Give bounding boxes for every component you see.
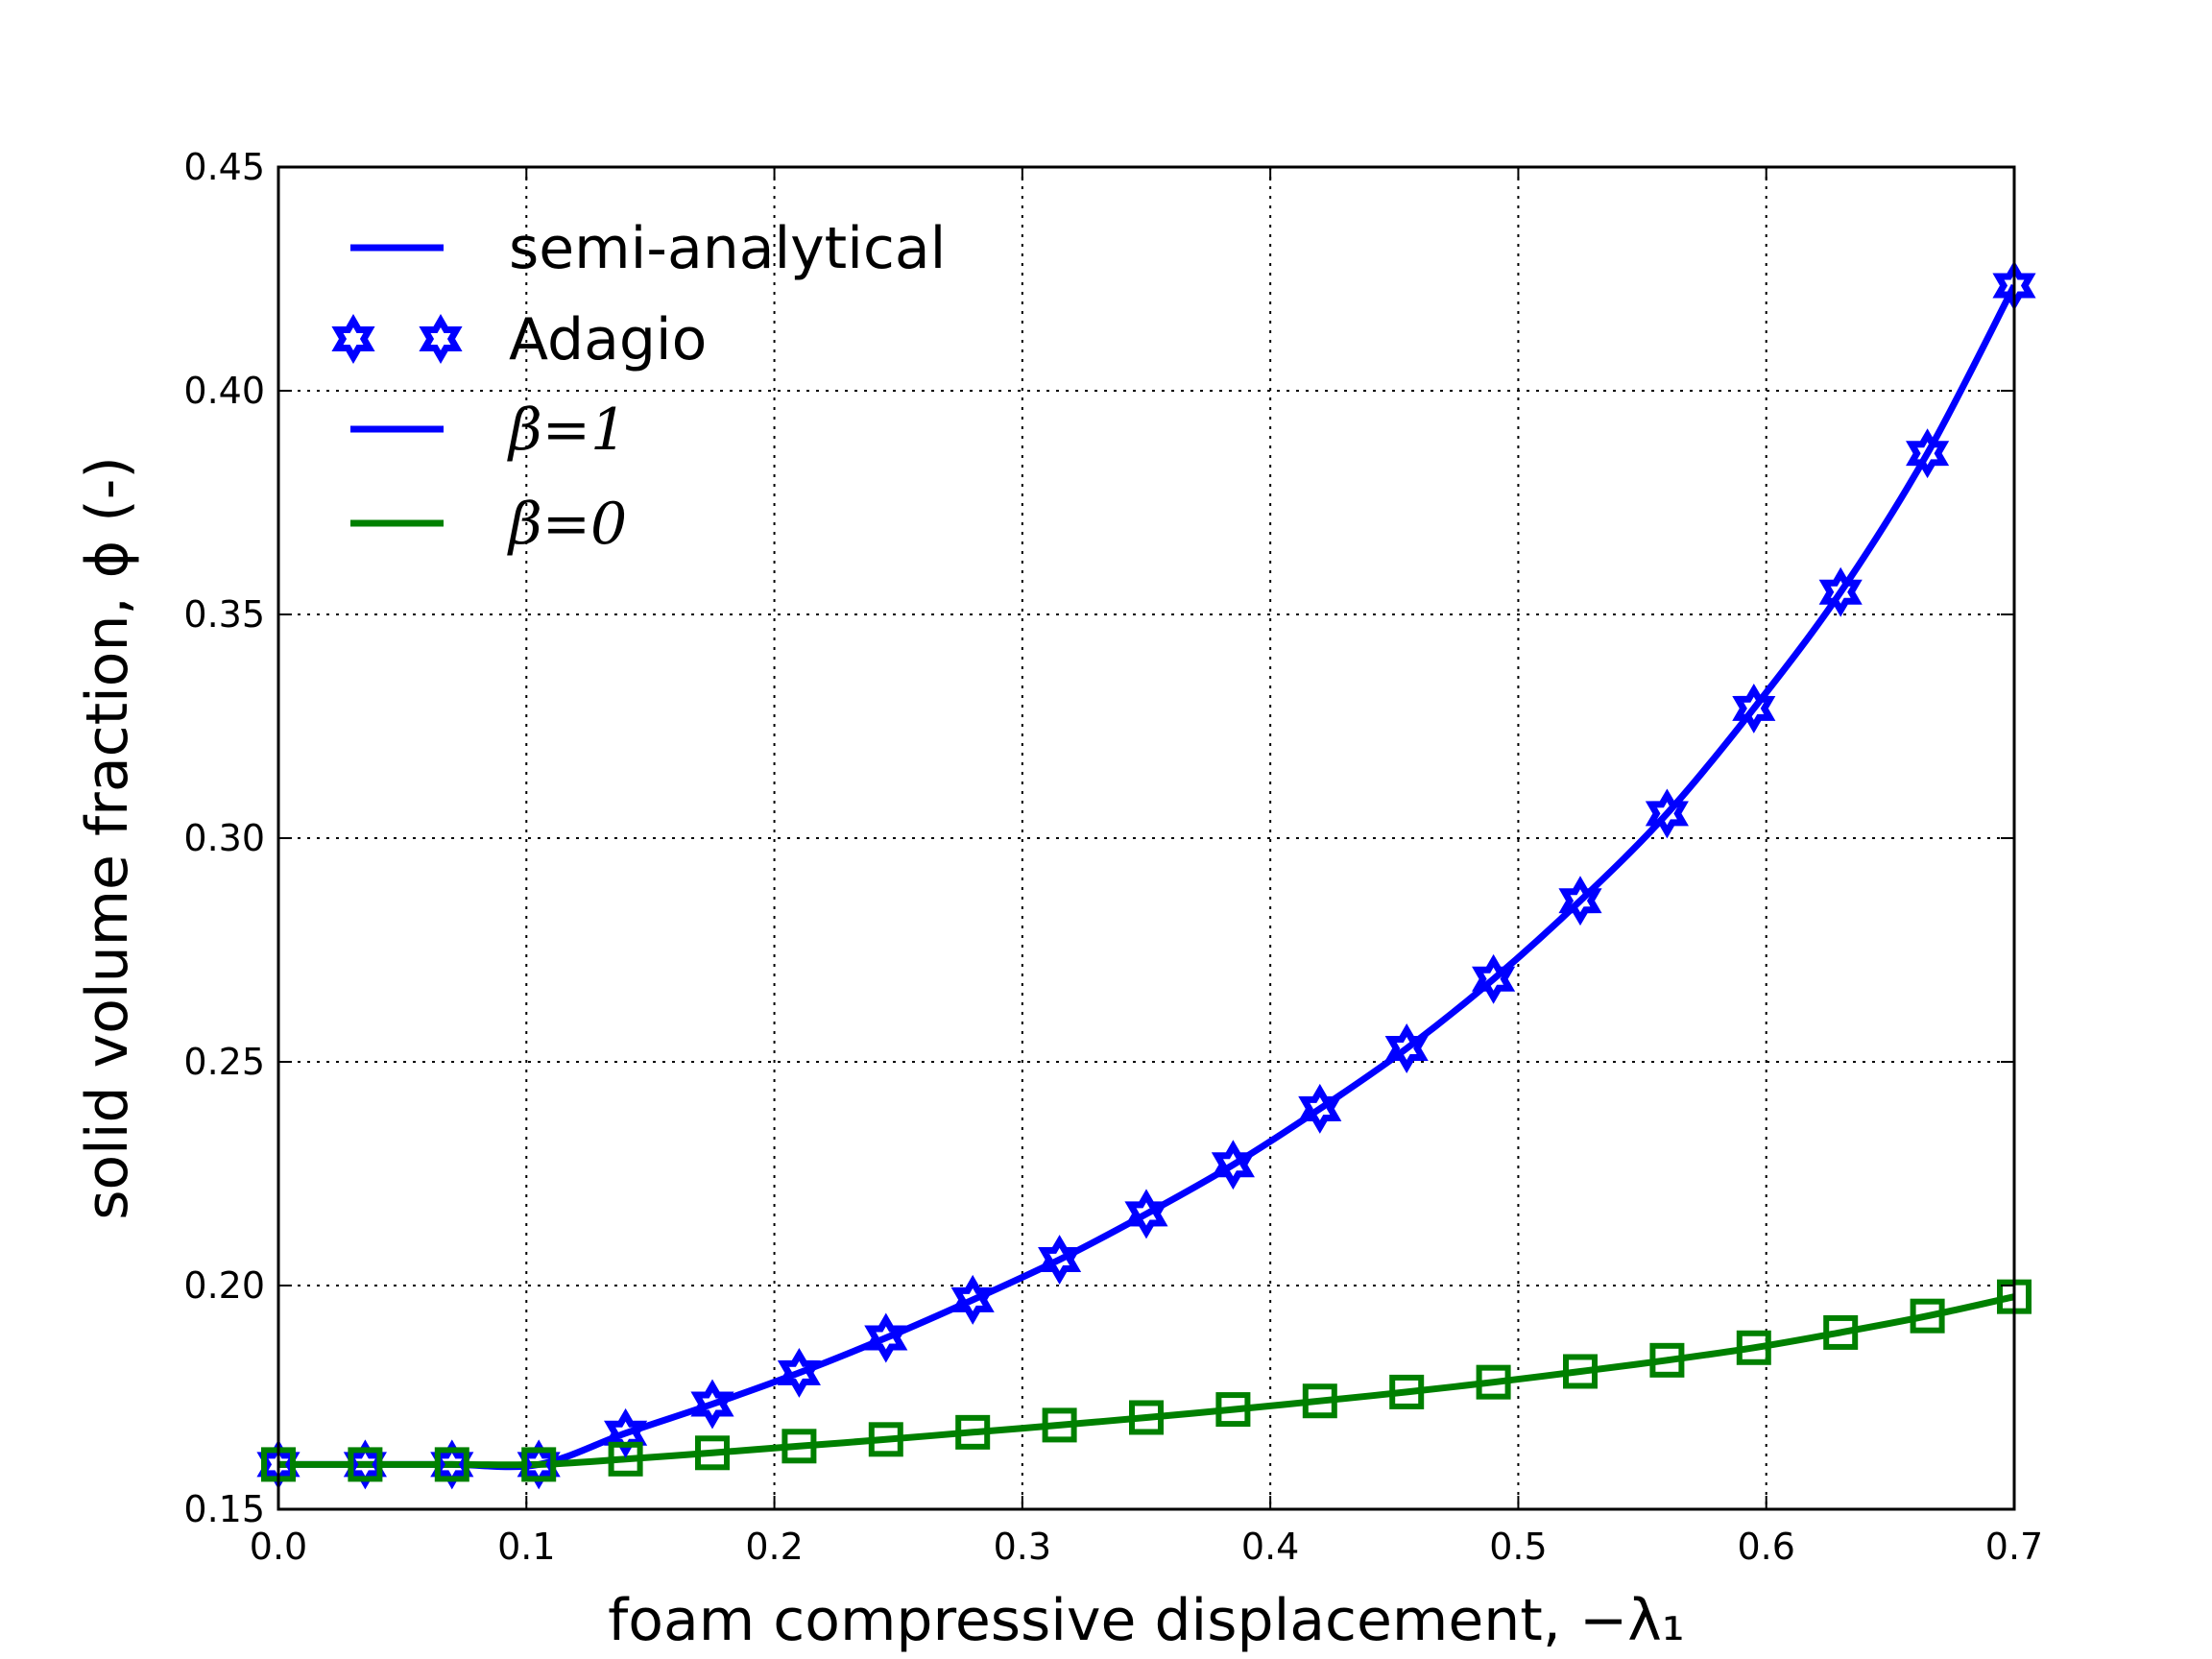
- data-point-square: [348, 1447, 383, 1482]
- data-point-star: [777, 1347, 821, 1398]
- data-point-square: [521, 1447, 557, 1482]
- data-point-square: [1389, 1374, 1425, 1409]
- axis-ticks: [277, 166, 2015, 1510]
- data-point-star: [1645, 788, 1689, 839]
- data-point-star: [1211, 1140, 1255, 1190]
- data-point-square: [1649, 1342, 1685, 1378]
- legend: semi-analytical Adagio β=1 β=0: [331, 215, 946, 558]
- data-point-square: [434, 1447, 469, 1482]
- data-point-star: [604, 1407, 648, 1458]
- data-point-square: [1042, 1407, 1077, 1443]
- x-tick-label: 0.4: [1241, 1526, 1299, 1568]
- legend-marker-star: [331, 314, 375, 364]
- data-point-star: [864, 1312, 908, 1363]
- data-point-star: [1732, 683, 1776, 733]
- data-point-star: [1906, 428, 1950, 479]
- data-point-star: [1472, 953, 1516, 1004]
- x-tick-label: 0.1: [497, 1526, 555, 1568]
- data-point-star: [1038, 1235, 1082, 1285]
- legend-marker-star: [419, 314, 463, 364]
- data-point-square: [1215, 1392, 1251, 1428]
- legend-label-2: β=1: [507, 397, 627, 464]
- data-point-star: [1124, 1189, 1168, 1239]
- data-point-star: [1298, 1083, 1342, 1134]
- data-point-square: [1910, 1298, 1945, 1334]
- data-point-square: [695, 1435, 730, 1471]
- x-tick-label: 0.7: [1985, 1526, 2043, 1568]
- data-point-square: [868, 1422, 903, 1457]
- x-tick-label: 0.3: [994, 1526, 1051, 1568]
- x-tick-label: 0.5: [1489, 1526, 1547, 1568]
- data-point-star: [690, 1379, 734, 1430]
- data-point-star: [1558, 876, 1602, 926]
- data-point-square: [1736, 1330, 1771, 1365]
- series-line-1: [278, 1293, 2014, 1469]
- y-tick-label: 0.35: [183, 593, 265, 636]
- data-point-square: [955, 1414, 991, 1450]
- data-point-square: [1302, 1383, 1337, 1419]
- legend-label-3: β=0: [507, 491, 627, 558]
- data-point-star: [1384, 1023, 1429, 1073]
- data-point-square: [1129, 1400, 1164, 1435]
- y-tick-label: 0.30: [183, 817, 265, 859]
- grid: [278, 167, 2014, 1509]
- y-tick-label: 0.40: [183, 370, 265, 412]
- data-point-square: [608, 1441, 643, 1477]
- y-tick-label: 0.20: [183, 1264, 265, 1307]
- data-point-star: [1818, 566, 1863, 617]
- y-axis-label: solid volume fraction, ϕ (-): [74, 456, 141, 1220]
- series-markers: [256, 260, 2036, 1490]
- data-point-square: [1823, 1314, 1859, 1350]
- x-tick-label: 0.6: [1737, 1526, 1794, 1568]
- y-tick-label: 0.45: [183, 146, 265, 188]
- data-point-square: [781, 1429, 817, 1464]
- legend-label-1: Adagio: [509, 306, 707, 373]
- y-tick-label: 0.25: [183, 1041, 265, 1083]
- legend-label-0: semi-analytical: [509, 215, 946, 282]
- x-tick-label: 0.0: [250, 1526, 307, 1568]
- x-tick-label: 0.2: [745, 1526, 803, 1568]
- data-point-star: [950, 1274, 995, 1325]
- data-point-square: [1476, 1364, 1511, 1400]
- data-point-square: [1563, 1354, 1598, 1389]
- y-tick-label: 0.15: [183, 1488, 265, 1530]
- tick-labels: 0.0 0.1 0.2 0.3 0.4 0.5 0.6 0.7 0.15 0.20 0.25 0.30…: [183, 146, 2043, 1568]
- x-axis-label: foam compressive displacement, −λ₁: [608, 1587, 1685, 1654]
